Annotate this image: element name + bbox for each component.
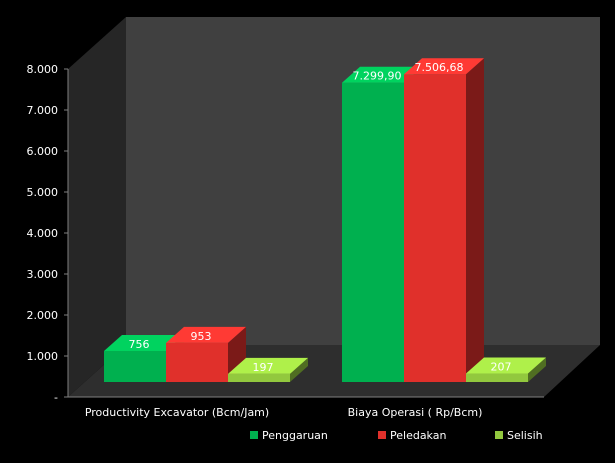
data-labels: 756 953 197 7.299,90 7.506,68 207 — [129, 61, 512, 374]
bar-front — [166, 342, 228, 382]
data-label: 7.506,68 — [415, 61, 464, 74]
legend-item-peledakan: Peledakan — [378, 429, 446, 442]
bar-top — [404, 58, 484, 75]
y-tick-label: 3.000 — [27, 268, 59, 281]
bar-front — [104, 351, 166, 382]
bar-side — [466, 58, 484, 382]
y-tick-label: - — [54, 391, 58, 404]
bar-selisih-1 — [466, 357, 546, 382]
y-tick-label: 1.000 — [27, 350, 59, 363]
bar-peledakan-1 — [404, 58, 484, 382]
y-tick-label: 2.000 — [27, 309, 59, 322]
data-label: 7.299,90 — [353, 70, 402, 83]
bar-side — [290, 357, 308, 382]
bar-side — [528, 357, 546, 382]
bars — [104, 58, 546, 382]
legend-swatch — [250, 431, 258, 439]
data-label: 207 — [491, 361, 512, 374]
bar-top — [228, 357, 308, 374]
x-category-label: Productivity Excavator (Bcm/Jam) — [85, 406, 269, 419]
y-axis: - 1.000 2.000 3.000 4.000 5.000 6.000 7.000 8.00… — [27, 63, 69, 404]
bar-front — [228, 373, 290, 382]
legend-swatch — [495, 431, 503, 439]
x-category-label: Biaya Operasi ( Rp/Bcm) — [348, 406, 483, 419]
bar-front — [404, 74, 466, 382]
data-label: 756 — [129, 338, 150, 351]
legend: Penggaruan Peledakan Selisih — [250, 429, 543, 442]
y-tick-label: 6.000 — [27, 145, 59, 158]
legend-item-penggaruan: Penggaruan — [250, 429, 328, 442]
bar-front — [466, 373, 528, 382]
x-axis: Productivity Excavator (Bcm/Jam) Biaya Op… — [68, 396, 544, 419]
bar-selisih-0 — [228, 357, 308, 382]
legend-label: Penggaruan — [262, 429, 328, 442]
legend-label: Selisih — [507, 429, 543, 442]
legend-item-selisih: Selisih — [495, 429, 543, 442]
y-tick-label: 8.000 — [27, 63, 59, 76]
data-label: 953 — [191, 330, 212, 343]
legend-label: Peledakan — [390, 429, 446, 442]
bar-top — [104, 335, 184, 352]
bar-top — [342, 66, 422, 83]
y-tick-label: 7.000 — [27, 104, 59, 117]
bar-front — [342, 82, 404, 382]
data-label: 197 — [253, 361, 274, 374]
y-tick-label: 5.000 — [27, 186, 59, 199]
side-wall — [68, 17, 126, 397]
bar-top — [466, 357, 546, 374]
legend-swatch — [378, 431, 386, 439]
bar-top — [166, 326, 246, 343]
y-tick-label: 4.000 — [27, 227, 59, 240]
